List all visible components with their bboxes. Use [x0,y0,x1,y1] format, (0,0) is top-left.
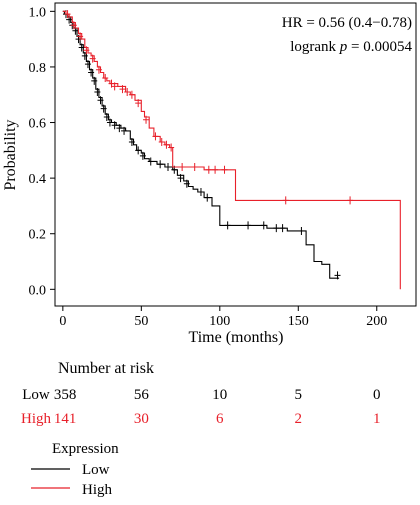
x-tick-label: 100 [209,314,230,329]
censor-mark-low [81,51,88,60]
censor-mark-high [179,163,186,172]
censor-mark-low [260,221,267,230]
censor-mark-low [100,104,107,113]
censor-mark-low [157,160,164,169]
censor-mark-high [212,165,219,174]
x-tick-label: 50 [134,314,148,329]
censor-mark-high [95,65,102,74]
censor-mark-high [108,79,115,88]
censor-mark-low [183,179,190,188]
censor-mark-low [121,126,128,135]
legend-label-low: Low [82,462,110,478]
censor-mark-low [224,221,231,230]
censor-mark-high [124,87,131,96]
censor-mark-high [347,196,354,205]
censor-mark-low [177,174,184,183]
censor-mark-low [106,118,113,127]
risk-table-title: Number at risk [58,360,154,377]
x-axis-label: Time (months) [189,329,284,346]
risk-cell: 56 [134,387,150,403]
censor-mark-high [205,165,212,174]
y-tick-label: 1.0 [29,5,47,20]
censor-mark-low [94,87,101,96]
censor-mark-high [111,82,118,91]
censor-mark-low [91,76,98,85]
censor-mark-low [204,193,211,202]
censor-mark-high [221,165,228,174]
censor-mark-high [143,115,150,124]
x-tick-label: 150 [288,314,309,329]
censor-mark-high [102,74,109,83]
logrank-label: logrank [290,39,336,55]
censor-mark-high [168,143,175,152]
risk-cell: 2 [295,411,303,427]
censor-mark-high [152,132,159,141]
censor-mark-high [282,196,289,205]
y-tick-label: 0.6 [29,117,47,132]
legend-label-high: High [82,482,113,498]
censor-mark-low [165,163,172,172]
censor-mark-low [279,224,286,233]
y-tick-label: 0.4 [29,172,47,187]
censor-mark-low [298,226,305,235]
censor-mark-low [139,151,146,160]
censor-mark-high [135,99,142,108]
plot-frame [54,2,417,307]
risk-row-label: Low [22,387,50,403]
x-tick-label: 0 [59,314,66,329]
censor-mark-low [334,271,341,280]
risk-cell: 30 [134,411,149,427]
censor-mark-high [128,90,135,99]
hr-annotation: HR = 0.56 (0.4−0.78) [282,15,412,31]
censor-mark-low [128,137,135,146]
censor-mark-low [273,224,280,233]
censor-mark-high [64,10,71,19]
censor-mark-low [197,188,204,197]
censor-mark-high [77,32,84,41]
risk-cell: 141 [54,411,77,427]
risk-cell: 5 [295,387,303,403]
censor-mark-high [70,21,77,30]
censor-mark-low [103,112,110,121]
censor-mark-high [89,54,96,63]
censor-mark-low [135,146,142,155]
risk-cell: 1 [373,411,381,427]
survival-curves [62,10,401,290]
y-tick-label: 0.2 [29,228,47,243]
censor-mark-low [88,68,95,77]
risk-cell: 358 [54,387,77,403]
p-symbol: p [339,39,348,55]
censor-mark-low [78,43,85,52]
p-value: = 0.00054 [351,39,412,55]
censor-mark-low [245,221,252,230]
logrank-annotation: logrank p = 0.00054 [290,39,412,55]
censor-mark-high [119,85,126,94]
risk-cell: 6 [216,411,224,427]
censor-mark-low [84,60,91,69]
censor-mark-low [111,121,118,130]
y-axis-label: Probability [2,119,19,190]
risk-row-label: High [21,411,52,427]
censor-mark-high [191,163,198,172]
axis-ticks: 0 50 100 150 200 0.0 0.2 0.4 0.6 0.8 1.0 [29,5,388,329]
legend-title: Expression [52,441,119,457]
risk-table: Low 358 56 10 5 0 High 141 30 6 2 1 [21,387,381,427]
censor-mark-low [147,157,154,166]
censor-mark-high [158,137,165,146]
censor-mark-high [163,140,170,149]
censor-mark-high [83,46,90,55]
curve-high [62,10,401,290]
risk-cell: 0 [373,387,381,403]
y-tick-label: 0.0 [29,283,47,298]
censor-mark-low [116,124,123,133]
censor-mark-low [97,96,104,105]
x-tick-label: 200 [366,314,387,329]
y-tick-label: 0.8 [29,61,47,76]
risk-cell: 10 [212,387,227,403]
